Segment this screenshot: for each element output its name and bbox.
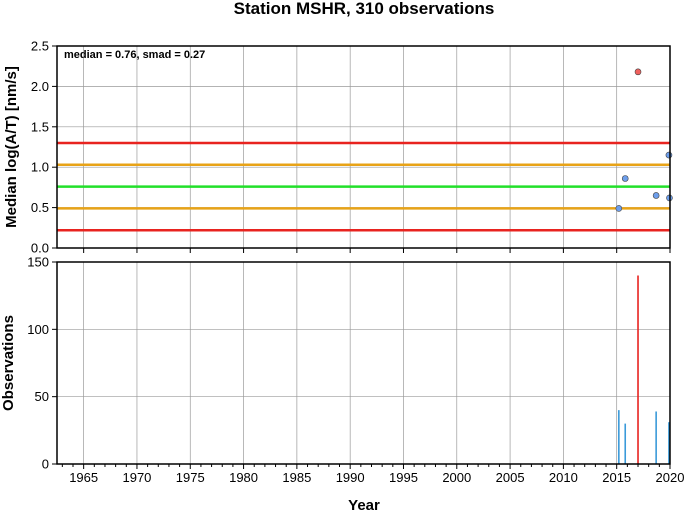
- x-tick-label: 2010: [549, 470, 578, 485]
- top-panel-grid: [57, 45, 671, 249]
- x-tick-label: 2005: [496, 470, 525, 485]
- median-smad-annotation: median = 0.76, smad = 0.27: [64, 49, 205, 61]
- median-point: [634, 68, 642, 76]
- x-tick-label: 1985: [282, 470, 311, 485]
- y-tick-label: 50: [35, 389, 49, 404]
- y-tick-label: 2.5: [31, 39, 49, 54]
- y-tick-label: 100: [27, 322, 49, 337]
- x-tick-label: 1970: [122, 470, 151, 485]
- y-tick-label: 1.5: [31, 119, 49, 134]
- bottom-y-axis-ticks: 0 50 100 150: [27, 255, 57, 472]
- reference-lines: [57, 141, 670, 232]
- observation-bars: [618, 275, 671, 464]
- y-tick-label: 0: [42, 457, 49, 472]
- bottom-panel-grid: [57, 261, 671, 465]
- chart-title: Station MSHR, 310 observations: [234, 0, 495, 18]
- median-points: [615, 68, 673, 212]
- y-tick-label: 1.0: [31, 160, 49, 175]
- bottom-y-axis-label: Observations: [0, 315, 17, 411]
- y-tick-label: 150: [27, 255, 49, 270]
- y-tick-label: 0.0: [31, 241, 49, 256]
- median-point: [652, 192, 660, 199]
- x-tick-label: 1990: [336, 470, 365, 485]
- top-y-axis-label: Median log(A/T) [nm/s]: [3, 66, 20, 228]
- x-tick-label: 1980: [229, 470, 258, 485]
- median-point: [621, 175, 629, 182]
- x-tick-label: 2015: [602, 470, 631, 485]
- top-y-axis-ticks: 0.0 0.5 1.0 1.5 2.0 2.5: [31, 39, 57, 256]
- x-tick-label: 1995: [389, 470, 418, 485]
- median-point: [665, 151, 673, 159]
- x-tick-label: 1965: [69, 470, 98, 485]
- x-tick-label: 1975: [176, 470, 205, 485]
- x-tick-label: 2020: [656, 470, 685, 485]
- y-tick-label: 0.5: [31, 200, 49, 215]
- y-tick-label: 2.0: [31, 79, 49, 94]
- bottom-panel-frame: [56, 261, 671, 465]
- x-axis-ticks: 1965 1970 1975 1980 1985 1990 1995 2000 2005 2010…: [61, 248, 685, 485]
- x-axis-label: Year: [348, 497, 380, 511]
- x-tick-label: 2000: [442, 470, 471, 485]
- top-panel-frame: [56, 45, 671, 249]
- median-point: [615, 205, 623, 212]
